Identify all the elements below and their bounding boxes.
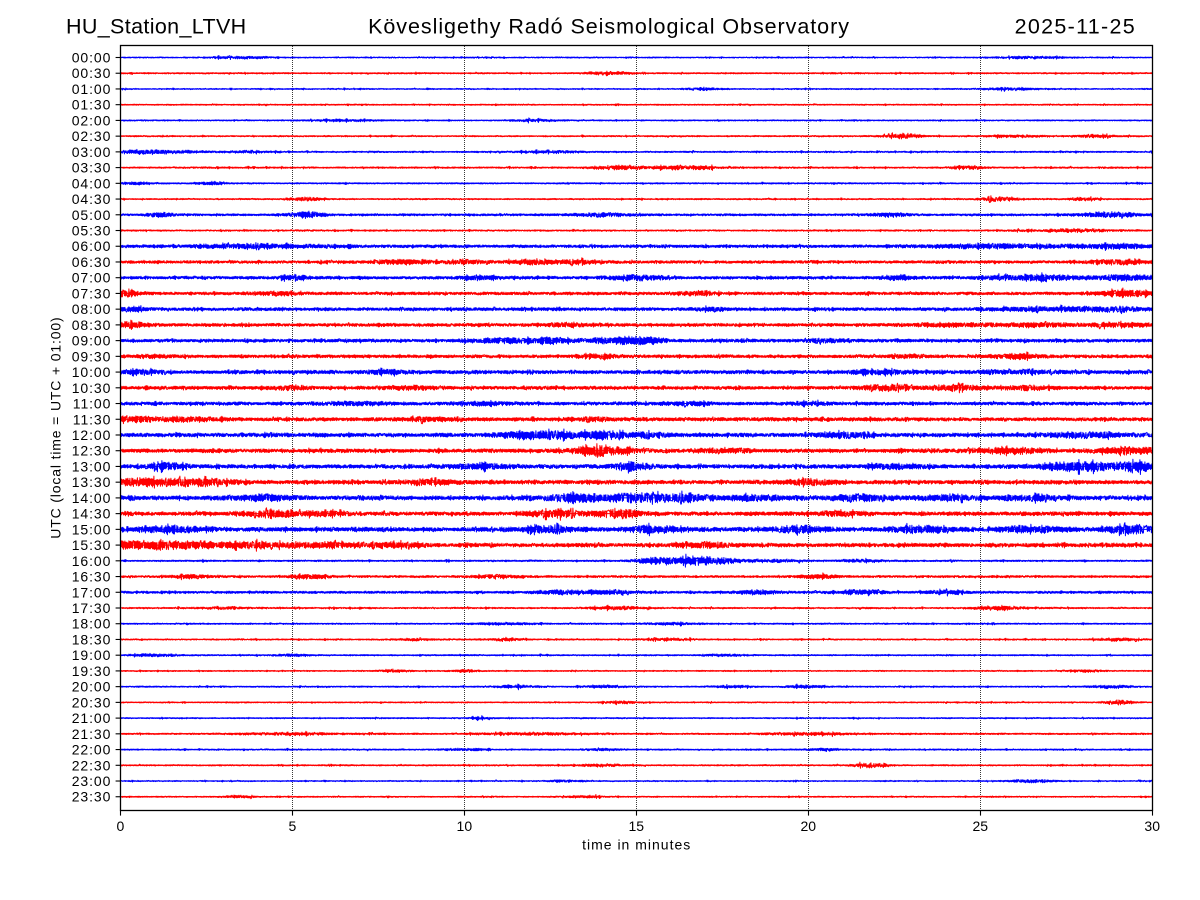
svg-text:04:00: 04:00	[72, 175, 112, 191]
svg-text:2025-11-25: 2025-11-25	[1015, 15, 1136, 39]
svg-text:06:00: 06:00	[72, 238, 112, 254]
svg-text:00:00: 00:00	[72, 50, 112, 66]
svg-text:15: 15	[629, 818, 645, 834]
svg-text:11:00: 11:00	[73, 396, 112, 412]
svg-text:0: 0	[117, 818, 125, 834]
svg-text:time in minutes: time in minutes	[582, 836, 691, 852]
svg-text:HU_Station_LTVH: HU_Station_LTVH	[66, 15, 247, 39]
svg-text:03:00: 03:00	[72, 144, 112, 160]
svg-text:11:30: 11:30	[73, 411, 112, 427]
svg-text:06:30: 06:30	[72, 254, 112, 270]
svg-text:Kövesligethy Radó Seismologica: Kövesligethy Radó Seismological Observat…	[368, 15, 850, 39]
svg-text:20:00: 20:00	[72, 679, 112, 695]
svg-text:16:30: 16:30	[72, 569, 112, 585]
svg-text:17:30: 17:30	[72, 600, 112, 616]
svg-text:10:30: 10:30	[72, 380, 112, 396]
svg-text:10: 10	[457, 818, 473, 834]
svg-text:21:30: 21:30	[72, 726, 112, 742]
svg-text:14:00: 14:00	[72, 490, 112, 506]
svg-text:20: 20	[800, 818, 816, 834]
svg-text:13:00: 13:00	[72, 458, 112, 474]
svg-text:05:30: 05:30	[72, 223, 112, 239]
svg-text:25: 25	[972, 818, 988, 834]
svg-text:15:30: 15:30	[72, 537, 112, 553]
svg-text:13:30: 13:30	[72, 474, 112, 490]
svg-text:12:30: 12:30	[72, 443, 112, 459]
svg-text:UTC (local time = UTC + 01:00): UTC (local time = UTC + 01:00)	[47, 316, 63, 538]
svg-text:19:30: 19:30	[72, 663, 112, 679]
svg-text:18:00: 18:00	[72, 616, 112, 632]
svg-text:05:00: 05:00	[72, 207, 112, 223]
svg-text:23:00: 23:00	[72, 773, 112, 789]
svg-text:09:00: 09:00	[72, 333, 112, 349]
svg-text:17:00: 17:00	[72, 584, 112, 600]
svg-text:02:00: 02:00	[72, 112, 112, 128]
svg-text:21:00: 21:00	[72, 710, 112, 726]
svg-text:08:30: 08:30	[72, 317, 112, 333]
svg-text:5: 5	[288, 818, 296, 834]
svg-text:03:30: 03:30	[72, 160, 112, 176]
svg-text:02:30: 02:30	[72, 128, 112, 144]
svg-text:07:00: 07:00	[72, 270, 112, 286]
svg-text:00:30: 00:30	[72, 65, 112, 81]
svg-text:07:30: 07:30	[72, 285, 112, 301]
svg-text:01:00: 01:00	[72, 81, 112, 97]
svg-text:20:30: 20:30	[72, 694, 112, 710]
svg-text:18:30: 18:30	[72, 631, 112, 647]
svg-text:04:30: 04:30	[72, 191, 112, 207]
svg-text:09:30: 09:30	[72, 348, 112, 364]
svg-text:01:30: 01:30	[72, 97, 112, 113]
svg-text:23:30: 23:30	[72, 789, 112, 805]
svg-text:12:00: 12:00	[72, 427, 112, 443]
svg-text:10:00: 10:00	[72, 364, 112, 380]
svg-text:08:00: 08:00	[72, 301, 112, 317]
svg-text:30: 30	[1144, 818, 1160, 834]
svg-text:19:00: 19:00	[72, 647, 112, 663]
svg-text:16:00: 16:00	[72, 553, 112, 569]
svg-text:14:30: 14:30	[72, 506, 112, 522]
svg-text:22:30: 22:30	[72, 757, 112, 773]
svg-text:22:00: 22:00	[72, 742, 112, 758]
svg-text:15:00: 15:00	[72, 521, 112, 537]
